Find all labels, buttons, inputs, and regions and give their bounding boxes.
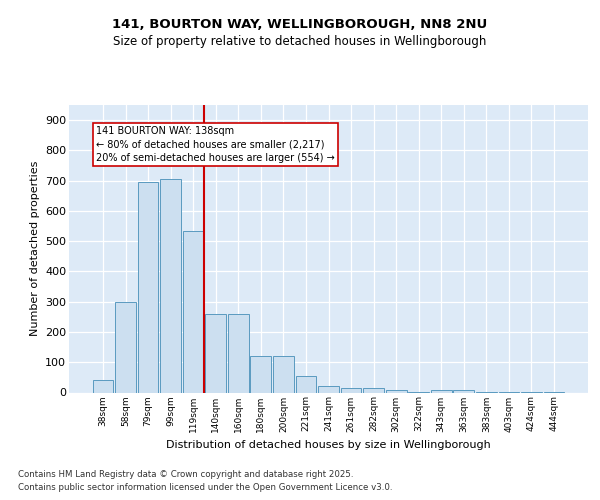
Text: Contains HM Land Registry data © Crown copyright and database right 2025.: Contains HM Land Registry data © Crown c… (18, 470, 353, 479)
Bar (454, 390, 474, 392)
Bar (205, 314, 226, 392)
Text: Contains public sector information licensed under the Open Government Licence v3: Contains public sector information licen… (18, 482, 392, 492)
Bar (296, 376, 316, 392)
Bar (386, 390, 407, 392)
Bar (160, 179, 181, 392)
Bar (115, 302, 136, 392)
Text: Size of property relative to detached houses in Wellingborough: Size of property relative to detached ho… (113, 35, 487, 48)
Bar (341, 388, 361, 392)
Bar (137, 182, 158, 392)
Y-axis label: Number of detached properties: Number of detached properties (29, 161, 40, 336)
Bar (273, 356, 294, 393)
Bar (431, 390, 452, 392)
X-axis label: Distribution of detached houses by size in Wellingborough: Distribution of detached houses by size … (166, 440, 491, 450)
Text: 141 BOURTON WAY: 138sqm
← 80% of detached houses are smaller (2,217)
20% of semi: 141 BOURTON WAY: 138sqm ← 80% of detache… (96, 126, 335, 162)
Bar (250, 356, 271, 393)
Bar (318, 386, 339, 392)
Bar (228, 314, 248, 392)
Text: 141, BOURTON WAY, WELLINGBOROUGH, NN8 2NU: 141, BOURTON WAY, WELLINGBOROUGH, NN8 2N… (112, 18, 488, 30)
Bar (183, 230, 203, 392)
Bar (92, 380, 113, 392)
Bar (363, 388, 384, 392)
